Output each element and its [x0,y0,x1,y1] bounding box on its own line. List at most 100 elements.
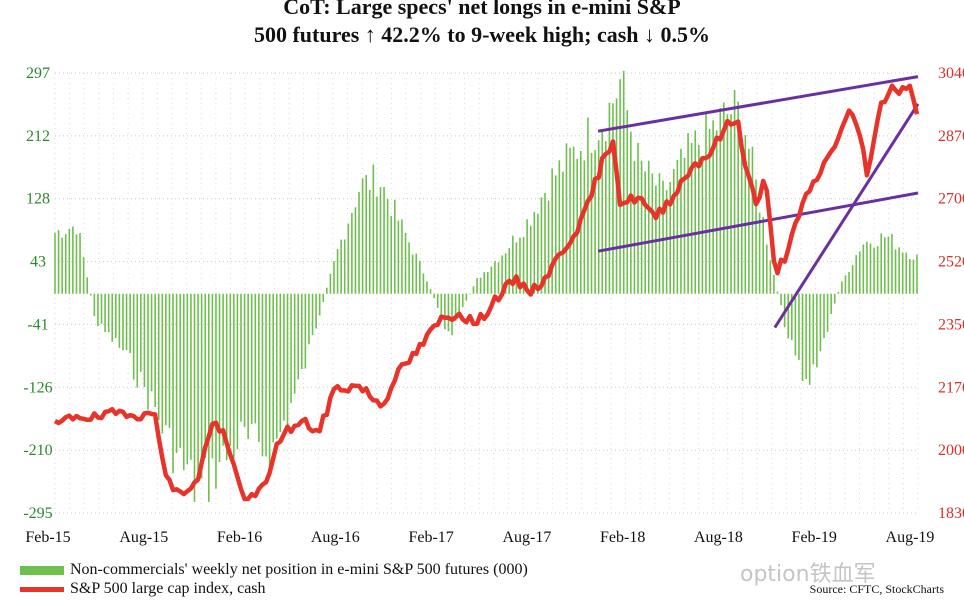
net-position-bar [300,293,303,370]
left-axis-labels: 297 212 128 43 -41 -126 -210 -295 [23,65,52,522]
net-position-bar [615,98,618,294]
net-position-bar [279,293,282,433]
net-position-bar [651,173,654,294]
x-axis-label: Aug-16 [311,529,360,546]
net-position-bar [333,261,335,294]
sp500-line [53,83,920,502]
net-position-bar [833,293,836,304]
left-axis-label: 297 [26,65,50,82]
x-axis-labels: Feb-15 Aug-15 Feb-16 Aug-16 Feb-17 Aug-17 Feb-… [25,529,934,546]
net-position-bar [79,233,81,294]
legend-swatch-bars [20,565,64,575]
net-position-bar [326,287,328,294]
net-position-bar [844,275,847,294]
net-position-bar [426,281,428,294]
net-position-bar [876,246,879,294]
net-position-bar [379,187,382,294]
net-position-bar [801,293,804,382]
net-position-bar [630,131,632,294]
legend-label-bars: Non-commercials' weekly net position in … [70,561,528,578]
net-position-bar [150,293,153,392]
net-position-bar [887,236,890,294]
net-position-bar [501,255,503,294]
net-position-bar [111,293,114,342]
net-position-bar [583,160,586,294]
net-position-bar [215,293,217,489]
net-position-bar [798,293,800,361]
net-position-bar [672,169,675,294]
net-position-bar [190,293,192,460]
net-position-bar [694,130,697,294]
net-position-bar [647,160,650,294]
net-position-bar [565,143,568,294]
net-position-bar [447,293,450,332]
net-position-bar [86,277,88,294]
net-position-bar [490,266,493,294]
net-position-bar [494,261,496,294]
net-position-bar [415,253,418,294]
net-position-bar [891,233,893,294]
net-position-bar [723,102,725,294]
net-position-bar [690,142,693,294]
net-position-bar [376,196,378,294]
net-position-bar [454,293,457,321]
net-position-bar [848,271,850,294]
net-position-bar [608,102,611,294]
net-position-bar [218,293,221,462]
net-position-bar [172,293,174,474]
right-axis-label: 2870 [938,128,964,145]
net-position-bar [100,293,103,324]
net-position-bar [272,293,274,443]
left-axis-label: 43 [30,254,46,271]
net-position-bar [322,293,325,302]
net-position-bar [465,293,468,301]
net-position-bar [247,293,249,439]
net-position-bar [687,133,689,294]
net-position-bar [72,226,74,294]
net-position-bar [526,219,528,294]
net-position-bar [57,230,60,294]
left-axis-label: 212 [26,128,50,145]
net-position-bar [54,232,56,294]
net-position-bar [841,281,843,294]
net-position-bar [705,111,707,294]
net-position-bar [637,142,639,294]
net-position-bar [601,130,604,294]
net-position-bar [751,146,754,294]
net-position-bar [758,212,761,294]
net-position-bar [680,148,682,294]
net-position-bar [698,144,700,294]
net-position-bar [884,237,886,294]
net-position-bar [165,293,167,426]
net-position-bar [401,219,403,294]
net-position-bar [311,293,314,336]
net-position-bar [208,293,210,502]
net-position-bar [769,260,772,294]
net-position-bar [211,293,214,459]
net-position-bar [233,293,235,459]
net-position-bar [826,293,829,332]
net-position-bar [597,140,600,294]
net-position-bar [483,272,486,294]
net-position-bar [222,293,224,446]
net-position-bar [408,242,410,294]
net-position-bar [662,180,664,294]
net-position-bar [182,293,185,471]
x-axis-label: Aug-15 [119,529,168,546]
net-position-bar [433,293,435,299]
net-position-bar [68,228,71,294]
net-position-bar [304,293,307,369]
net-position-bar [372,164,375,294]
net-position-bar [343,239,346,294]
net-position-bar [82,257,85,294]
annotation-lines [597,75,920,329]
net-position-bar [486,271,489,294]
net-position-bar [737,101,739,294]
x-axis-label: Feb-16 [217,529,262,546]
net-position-bar [605,141,607,294]
net-position-bar [762,216,764,294]
uptrend-line [773,103,920,329]
net-position-bar [873,247,875,294]
net-position-bar [193,293,196,502]
